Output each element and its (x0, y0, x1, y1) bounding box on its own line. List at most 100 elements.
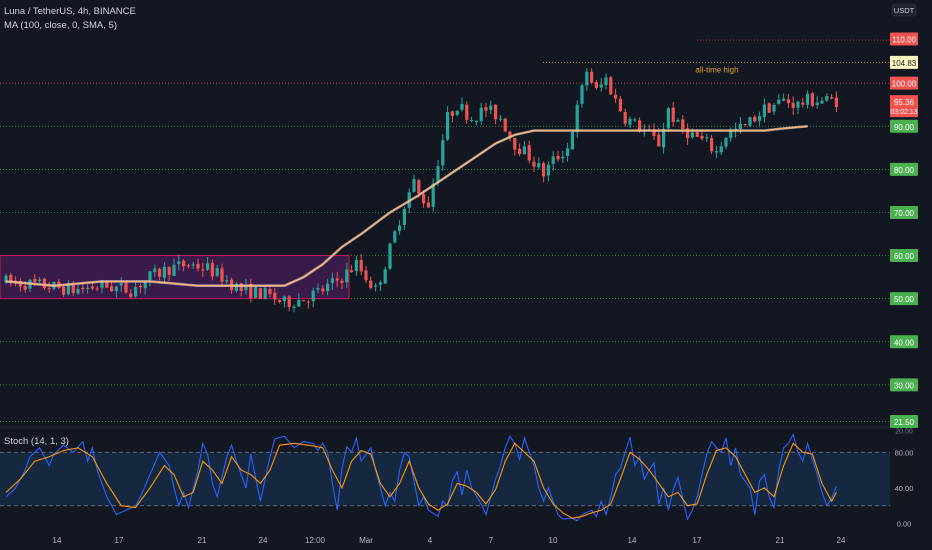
time-tick-label: 10 (549, 536, 558, 545)
price-tick-50-00-bg (890, 292, 918, 306)
candle-body (345, 269, 349, 283)
candle-body (220, 268, 224, 282)
stoch-indicator-legend[interactable]: Stoch (14, 1, 3) (4, 436, 69, 447)
time-tick-label: 21 (198, 536, 207, 545)
time-tick-label: 17 (693, 536, 702, 545)
stoch-band (0, 452, 890, 506)
candle-body (772, 105, 776, 112)
candle-body (326, 283, 330, 292)
price-label-ath: 104.83 (892, 59, 917, 68)
last-price-bg (890, 95, 918, 118)
candle-body (446, 112, 450, 140)
time-tick-label: 17 (115, 536, 124, 545)
candle-body (604, 77, 608, 86)
candle-body (42, 278, 46, 289)
candle-body (758, 115, 762, 121)
candle-body (119, 283, 123, 286)
candle-body (556, 155, 560, 160)
ma-indicator-legend[interactable]: MA (100, close, 0, SMA, 5) (4, 20, 117, 31)
candle-body (695, 132, 699, 137)
candle-body (657, 134, 661, 147)
candle-body (551, 156, 555, 164)
candle-body (738, 123, 742, 129)
candle-body (474, 121, 478, 123)
stoch-d-line (5, 442, 837, 519)
candle-body (450, 111, 454, 116)
candle-body (599, 84, 603, 88)
price-label-ath-bg (890, 55, 918, 69)
symbol-title[interactable]: Luna / TetherUS, 4h, BINANCE (4, 6, 136, 17)
candle-body (186, 265, 190, 267)
candle-body (124, 282, 128, 293)
price-tick-21-50-bg (890, 414, 918, 428)
candle-body (714, 151, 718, 153)
candle-body (455, 110, 459, 115)
candle-body (594, 82, 598, 89)
candle-body (724, 137, 728, 147)
candle-body (710, 138, 714, 152)
candle-body (369, 280, 373, 288)
candle-body (162, 266, 166, 278)
candle-body (638, 120, 642, 132)
candle-body (364, 270, 368, 281)
ath-annotation: all-time high (695, 65, 738, 74)
candle-body (268, 288, 272, 295)
candle-body (234, 283, 238, 291)
candle-body (33, 278, 37, 283)
candle-body (215, 268, 219, 276)
candle-body (426, 202, 430, 208)
candle-body (172, 264, 176, 276)
candle-body (633, 119, 637, 121)
candle-body (580, 85, 584, 104)
candle-body (609, 77, 613, 95)
candle-body (623, 112, 627, 124)
candle-body (398, 225, 402, 231)
candle-body (767, 103, 771, 113)
candle-body (791, 102, 795, 108)
price-label-110: 110.00 (892, 36, 916, 45)
candle-body (249, 283, 253, 299)
candle-body (297, 299, 301, 307)
candle-body (9, 275, 13, 282)
price-tick-50-00: 50.00 (894, 295, 915, 304)
candle-body (417, 180, 421, 194)
time-tick-label: 12:00 (305, 536, 326, 545)
price-tick-21-50: 21.50 (894, 418, 915, 427)
candle-body (158, 269, 162, 277)
price-tick-30-00: 30.00 (894, 381, 915, 390)
candle-body (508, 131, 512, 138)
candle-body (90, 286, 94, 289)
candle-body (330, 278, 334, 284)
candle-body (254, 287, 258, 298)
candle-body (287, 296, 291, 308)
candle-body (134, 286, 138, 297)
candle-body (76, 288, 80, 294)
candle-body (138, 285, 142, 288)
candle-body (748, 117, 752, 126)
candle-body (820, 100, 824, 104)
candle-body (686, 128, 690, 139)
candle-body (393, 231, 397, 243)
candle-body (729, 130, 733, 138)
candle-body (537, 162, 541, 168)
candle-body (354, 260, 358, 272)
currency-label: USDT (894, 6, 915, 15)
candle-body (47, 288, 51, 290)
candle-body (182, 260, 186, 267)
candle-body (527, 145, 531, 161)
candle-body (148, 271, 152, 281)
candle-body (796, 101, 800, 108)
candle-body (66, 283, 70, 295)
candle-body (105, 281, 109, 288)
candle-body (671, 107, 675, 122)
stoch-tick-label: 40.00 (895, 484, 914, 493)
candle-body (705, 137, 709, 139)
candle-body (282, 296, 286, 302)
time-tick-label: 24 (837, 536, 846, 545)
candle-body (383, 269, 387, 284)
candle-body (825, 95, 829, 101)
candle-body (23, 286, 27, 290)
price-tick-40-00-bg (890, 335, 918, 349)
candle-body (402, 208, 406, 225)
